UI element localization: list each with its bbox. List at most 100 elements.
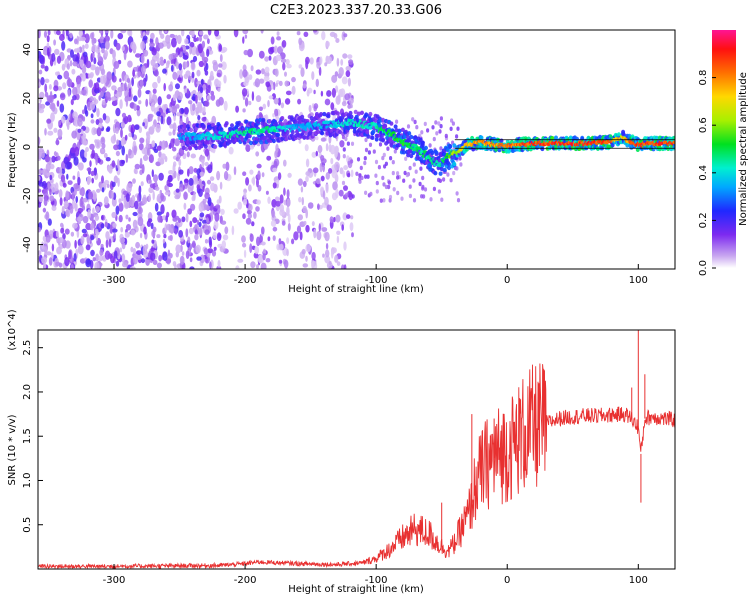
noise-cell-0-866 (104, 221, 109, 228)
noise-cell-0-1145 (85, 110, 89, 117)
noise-cell-1-166 (249, 169, 254, 175)
noise-cell-near-85 (391, 160, 395, 165)
noise-cell-1-511 (275, 115, 280, 121)
noise-cell-0-894 (110, 96, 117, 102)
noise-cell-0-1086 (101, 142, 106, 149)
noise-cell-0-1326 (183, 178, 189, 183)
noise-cell-0-721 (173, 161, 177, 167)
noise-cell-0-1277 (204, 148, 210, 157)
noise-cell-near-132 (412, 178, 416, 183)
noise-cell-near-179 (404, 156, 408, 161)
noise-cell-0-942 (89, 160, 92, 168)
noise-cell-0-1230 (104, 40, 110, 50)
noise-cell-0-258 (59, 33, 65, 42)
noise-cell-0-724 (188, 166, 194, 175)
noise-cell-1-87 (248, 184, 252, 192)
noise-cell-0-1021 (134, 200, 139, 210)
noise-cell-0-411 (160, 204, 165, 215)
noise-cell-1-608 (249, 144, 255, 150)
noise-cell-1-358 (271, 210, 276, 218)
noise-cell-0-1288 (63, 200, 69, 209)
colorbar: 0.0 0.2 0.4 0.6 0.8 Normalized spectral ampl… (698, 30, 749, 276)
noise-cell-0-1127 (158, 30, 162, 36)
noise-cell-near-173 (456, 198, 461, 203)
noise-cell-0-603 (152, 190, 155, 201)
noise-cell-0-718 (198, 221, 202, 228)
noise-cell-0-918 (79, 59, 84, 69)
noise-cell-1-267 (325, 143, 329, 152)
noise-cell-1-214 (255, 151, 260, 157)
noise-cell-0-1017 (53, 127, 58, 133)
noise-cell-0-940 (122, 190, 129, 195)
snr-series-line (38, 363, 675, 569)
signal-halo-232-2 (420, 140, 425, 145)
noise-cell-0-665 (183, 107, 189, 115)
noise-cell-0-1222 (55, 230, 59, 238)
noise-cell-0-1386 (167, 175, 173, 183)
noise-cell-0-774 (152, 93, 156, 99)
noise-cell-1-480 (324, 196, 329, 206)
noise-cell-near-67 (411, 117, 415, 122)
noise-cell-0-1361 (207, 38, 210, 45)
noise-cell-0-1133 (48, 95, 54, 104)
snr-x-tick-label: 0 (504, 575, 510, 586)
noise-cell-0-1032 (124, 134, 128, 141)
noise-cell-0-631 (175, 61, 180, 70)
signal-core-472 (672, 140, 675, 145)
noise-cell-0-997 (209, 176, 215, 182)
noise-cell-near-123 (437, 177, 441, 183)
noise-cell-0-825 (121, 45, 125, 52)
noise-cell-0-1211 (38, 150, 42, 160)
noise-cell-1-415 (343, 185, 348, 191)
signal-halo-220-2 (408, 149, 413, 154)
noise-cell-1-381 (222, 163, 227, 169)
noise-cell-1-561 (311, 221, 315, 227)
noise-cell-near-107 (364, 137, 368, 143)
noise-cell-1-565 (250, 261, 256, 269)
noise-cell-1-150 (338, 189, 344, 197)
noise-cell-1-273 (324, 98, 331, 106)
noise-cell-0-1290 (207, 197, 212, 207)
noise-cell-0-592 (82, 215, 89, 224)
noise-cell-1-320 (336, 261, 341, 266)
noise-cell-0-792 (157, 215, 162, 223)
noise-cell-0-1313 (80, 129, 84, 135)
noise-cell-1-397 (283, 187, 286, 196)
noise-cell-0-308 (60, 227, 65, 234)
noise-cell-0-612 (117, 177, 120, 187)
noise-cell-0-1310 (114, 89, 117, 95)
noise-cell-0-1151 (76, 47, 80, 53)
noise-cell-0-245 (63, 70, 70, 80)
noise-cell-1-155 (339, 167, 344, 175)
noise-cell-near-11 (437, 121, 441, 126)
noise-cell-1-465 (272, 226, 278, 232)
noise-cell-0-1012 (172, 71, 178, 80)
noise-cell-0-1136 (69, 205, 74, 214)
noise-cell-1-26 (283, 159, 287, 167)
noise-cell-0-1296 (137, 71, 142, 78)
noise-cell-0-907 (155, 123, 161, 133)
noise-cell-near-22 (388, 194, 393, 200)
noise-cell-near-65 (437, 189, 441, 194)
noise-cell-0-1097 (125, 153, 128, 163)
noise-cell-near-76 (360, 175, 364, 181)
noise-cell-0-476 (70, 231, 75, 237)
noise-cell-1-464 (297, 178, 303, 186)
signal-halo-262-2 (452, 161, 457, 167)
noise-cell-0-1317 (77, 176, 81, 186)
noise-cell-1-85 (287, 172, 292, 178)
signal-halo-346-2 (540, 146, 545, 152)
noise-cell-1-623 (267, 196, 271, 204)
noise-cell-near-104 (444, 133, 448, 139)
noise-cell-0-1214 (56, 30, 61, 36)
noise-cell-1-102 (256, 264, 259, 269)
noise-cell-0-628 (190, 153, 196, 159)
noise-cell-1-288 (256, 236, 261, 247)
noise-cell-0-727 (150, 32, 155, 40)
signal-halo-136-0 (320, 131, 325, 136)
noise-cell-1-365 (298, 139, 302, 144)
noise-cell-0-1364 (81, 89, 87, 96)
noise-cell-1-569 (243, 191, 247, 199)
colorbar-scale (712, 30, 736, 268)
noise-cell-near-143 (419, 166, 423, 171)
